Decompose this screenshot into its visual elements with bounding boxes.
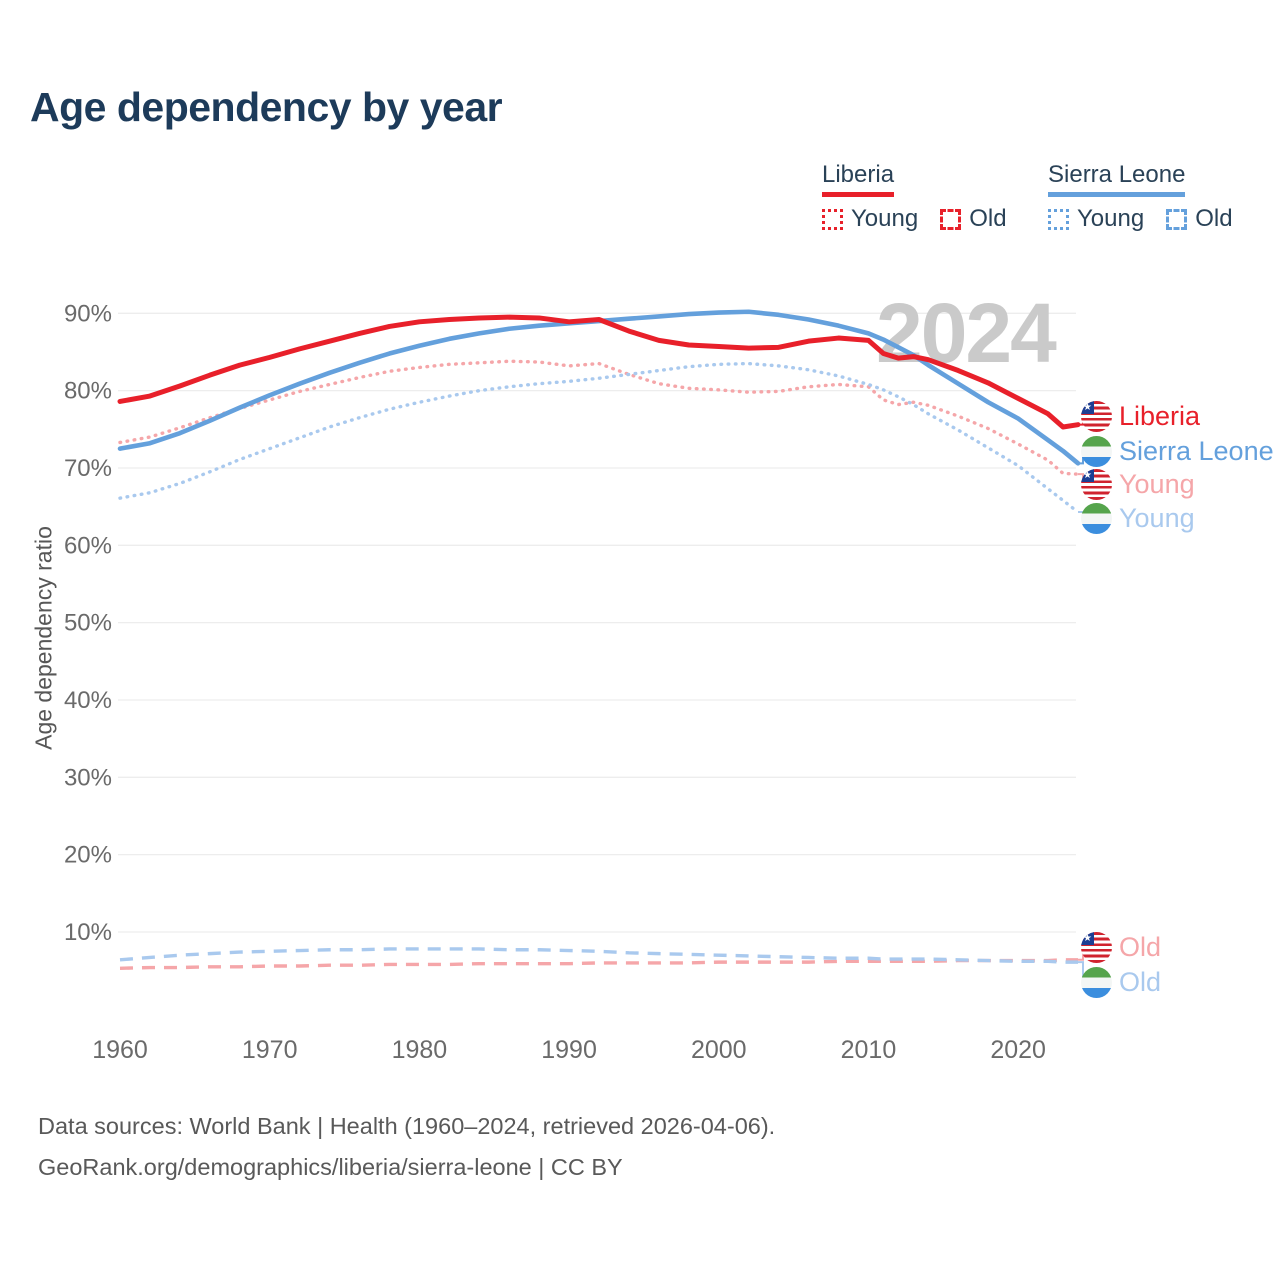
dashed-line-swatch-icon [1166, 208, 1188, 230]
sierra-leone-flag-icon [1081, 435, 1112, 467]
end-label-text: Old [1119, 932, 1162, 962]
x-tick-label: 1960 [92, 1036, 148, 1064]
liberia-flag-icon: ★ [1081, 468, 1112, 500]
line-sierra-leone-old [119, 947, 1078, 964]
y-tick-label: 60% [64, 532, 112, 559]
line-liberia-young [118, 359, 1080, 476]
liberia-star: ★ [1081, 932, 1094, 945]
y-tick-label: 90% [64, 300, 112, 327]
y-axis-title: Age dependency ratio [30, 526, 57, 750]
legend-item-sierra-leone-young[interactable]: Young [1048, 205, 1144, 233]
legend-item-label: Young [851, 205, 919, 232]
end-label-sierra-leone-total: Sierra Leone [1081, 435, 1274, 467]
legend-country-sierra-leone[interactable]: Sierra Leone [1048, 161, 1186, 197]
line-sierra-leone-total [117, 309, 1081, 466]
end-label-text: Old [1119, 967, 1162, 997]
end-label-sierra-leone-old: Old [1081, 967, 1161, 998]
line-sierra-leone-young [118, 361, 1080, 514]
footer: Data sources: World Bank | Health (1960–… [38, 1106, 775, 1188]
legend-group-sierra-leone: Sierra Leone Young Old [1048, 161, 1255, 233]
end-label-text: Liberia [1119, 401, 1201, 431]
legend-item-sierra-leone-old[interactable]: Old [1166, 205, 1233, 233]
dashed-line-swatch-icon [940, 208, 962, 230]
liberia-star: ★ [1081, 468, 1094, 482]
x-tick-label: 1990 [541, 1036, 597, 1064]
end-label-liberia-old: ★ Old [1081, 932, 1161, 963]
watermark-year: 2024 [876, 286, 1057, 380]
sierra-leone-flag-icon [1081, 502, 1112, 534]
end-label-liberia-young: ★ Young [1081, 468, 1195, 500]
legend-item-label: Old [969, 205, 1007, 232]
x-tick-label: 1980 [392, 1036, 448, 1064]
liberia-star: ★ [1081, 401, 1094, 414]
y-tick-label: 80% [64, 378, 112, 405]
legend-group-liberia: Liberia Young Old [822, 161, 1029, 233]
liberia-flag-icon: ★ [1081, 401, 1112, 432]
sierra-leone-flag-icon [1081, 967, 1112, 998]
y-tick-label: 10% [64, 919, 112, 946]
y-tick-label: 70% [64, 455, 112, 482]
y-tick-label: 50% [64, 610, 112, 637]
x-tick-label: 1970 [242, 1036, 298, 1064]
end-label-text: Young [1119, 468, 1195, 499]
attribution-line: GeoRank.org/demographics/liberia/sierra-… [38, 1154, 623, 1180]
liberia-flag-icon: ★ [1081, 932, 1112, 963]
x-tick-label: 2010 [841, 1036, 897, 1064]
end-label-sierra-leone-young: Young [1081, 502, 1195, 534]
legend-item-liberia-young[interactable]: Young [822, 205, 918, 233]
page-title: Age dependency by year [30, 84, 503, 130]
y-tick-label: 30% [64, 764, 112, 791]
line-liberia-total [117, 314, 1081, 430]
y-tick-label: 20% [64, 842, 112, 869]
legend-item-label: Old [1195, 205, 1233, 232]
x-tick-label: 2020 [990, 1036, 1046, 1064]
y-tick-label: 40% [64, 687, 112, 714]
legend-country-liberia[interactable]: Liberia [822, 161, 895, 197]
dotted-line-swatch-icon [822, 208, 843, 230]
legend-item-label: Young [1077, 205, 1145, 232]
data-sources-line: Data sources: World Bank | Health (1960–… [38, 1113, 776, 1139]
dotted-line-swatch-icon [1048, 208, 1069, 230]
end-label-text: Young [1119, 502, 1195, 533]
legend-item-liberia-old[interactable]: Old [940, 205, 1007, 233]
x-tick-label: 2000 [691, 1036, 747, 1064]
end-label-liberia-total: ★ Liberia [1081, 401, 1200, 432]
end-label-text: Sierra Leone [1119, 435, 1274, 466]
line-liberia-old [119, 958, 1078, 971]
